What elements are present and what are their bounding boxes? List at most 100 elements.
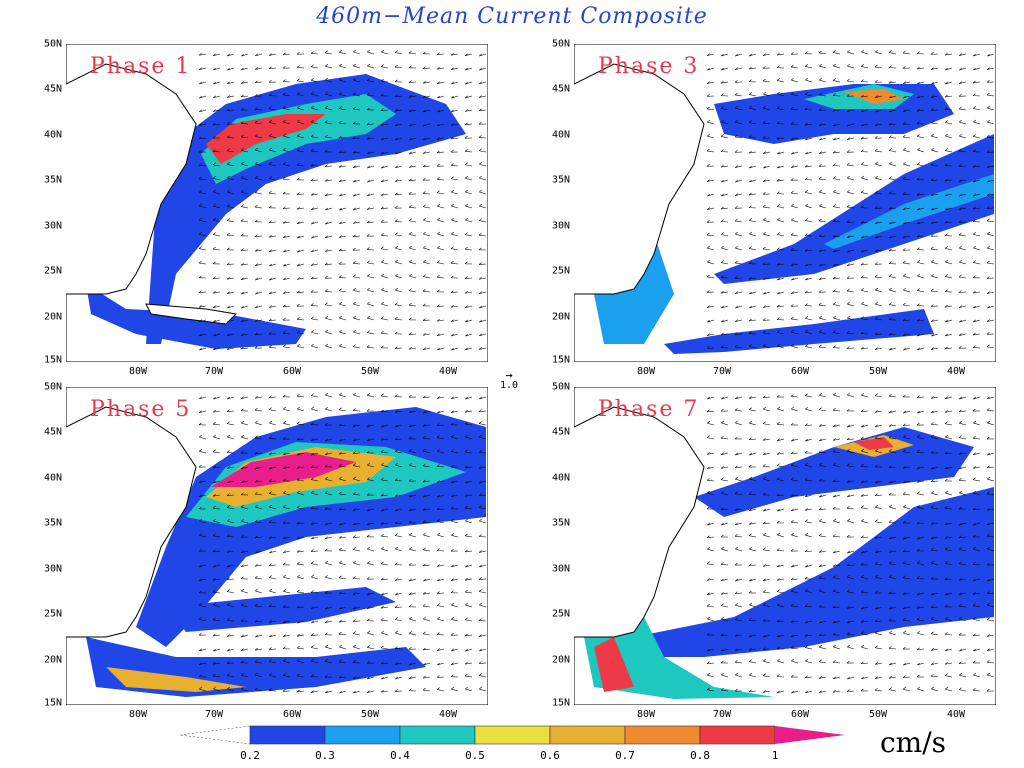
current-vector-head [790,304,794,307]
current-vector [819,550,827,553]
current-vector [479,507,487,510]
current-vector [451,81,459,85]
current-vector-head [297,536,300,540]
current-vector [889,437,897,440]
current-vector-head [227,162,230,165]
current-vector-head [818,604,822,608]
current-vector-head [423,109,426,113]
current-vector-head [226,589,230,592]
current-vector [777,660,785,664]
current-vector-head [972,507,976,510]
current-vector [451,410,459,414]
current-vector [465,319,473,323]
current-vector-head [227,686,230,690]
current-vector [833,662,841,664]
current-vector-head [889,95,892,99]
current-vector [269,178,277,181]
current-vector [987,67,995,70]
current-vector-head [944,120,948,123]
current-vector-head [338,507,342,511]
current-vector-head [408,436,412,440]
current-vector-head [805,77,809,81]
current-vector [255,192,263,195]
current-vector-head [972,603,976,606]
current-vector-head [846,689,850,692]
current-vector-head [268,66,272,70]
current-vector-head [226,347,230,350]
current-vector-head [987,53,991,57]
current-vector-head [832,234,836,238]
current-vector [227,109,235,112]
current-vector [707,179,715,182]
current-vector [917,221,925,225]
current-vector [707,522,715,526]
current-vector-head [367,546,370,550]
current-vector [791,137,799,140]
current-vector [749,151,757,154]
current-vector-head [198,506,202,510]
current-vector [805,79,813,83]
current-vector-head [338,248,342,252]
current-vector [338,277,347,279]
current-vector-head [707,420,710,424]
map-panel-phase-5: Phase 5 50N 45N 40N 35N 30N 25N 20N 15N … [44,382,488,720]
current-vector [833,590,841,594]
current-vector-head [860,64,864,67]
current-vector [451,480,459,484]
current-vector [903,536,911,540]
current-vector-head [874,64,878,68]
current-vector-head [986,491,990,494]
current-vector-head [832,506,836,510]
vector-field [706,49,995,351]
current-vector-head [450,163,454,166]
current-vector-head [381,462,384,466]
current-vector-head [790,52,794,55]
current-vector-head [409,494,412,498]
current-vector-head [479,434,482,438]
current-vector [479,466,487,469]
current-vector-head [805,316,808,319]
current-vector [353,235,361,238]
current-vector [479,305,487,309]
current-vector-head [888,424,892,427]
current-vector [735,346,743,349]
current-vector-head [451,662,454,665]
current-vector-head [861,109,864,113]
current-vector-head [916,177,920,180]
current-vector [735,319,743,322]
current-vector-head [846,480,850,483]
current-vector-head [861,424,864,428]
current-vector-head [972,290,976,294]
current-vector [213,436,221,440]
current-vector [367,303,375,307]
current-vector-head [283,106,286,109]
current-vector-head [944,506,948,509]
current-vector-head [479,305,482,309]
current-vector [805,249,813,252]
current-vector-head [973,305,976,309]
current-vector [381,632,389,636]
current-vector [381,123,389,126]
current-vector [409,95,417,98]
current-vector-head [465,602,468,606]
current-vector-head [409,151,412,155]
current-vector [479,634,487,637]
current-band-peak [844,89,904,104]
current-vector-head [367,438,370,441]
current-vector-head [805,137,808,141]
current-vector [847,109,855,112]
current-vector-head [380,64,384,67]
current-vector [395,123,403,127]
current-vector [353,465,361,468]
current-vector [352,578,361,580]
current-vector [353,438,361,442]
current-vector-head [381,424,384,428]
current-vector-head [394,192,398,196]
current-vector [847,80,855,83]
current-vector-head [213,434,216,438]
current-vector [241,466,249,470]
current-vector-head [450,422,454,426]
current-vector [973,592,981,595]
current-vector-head [241,466,244,470]
current-vector [973,81,981,84]
